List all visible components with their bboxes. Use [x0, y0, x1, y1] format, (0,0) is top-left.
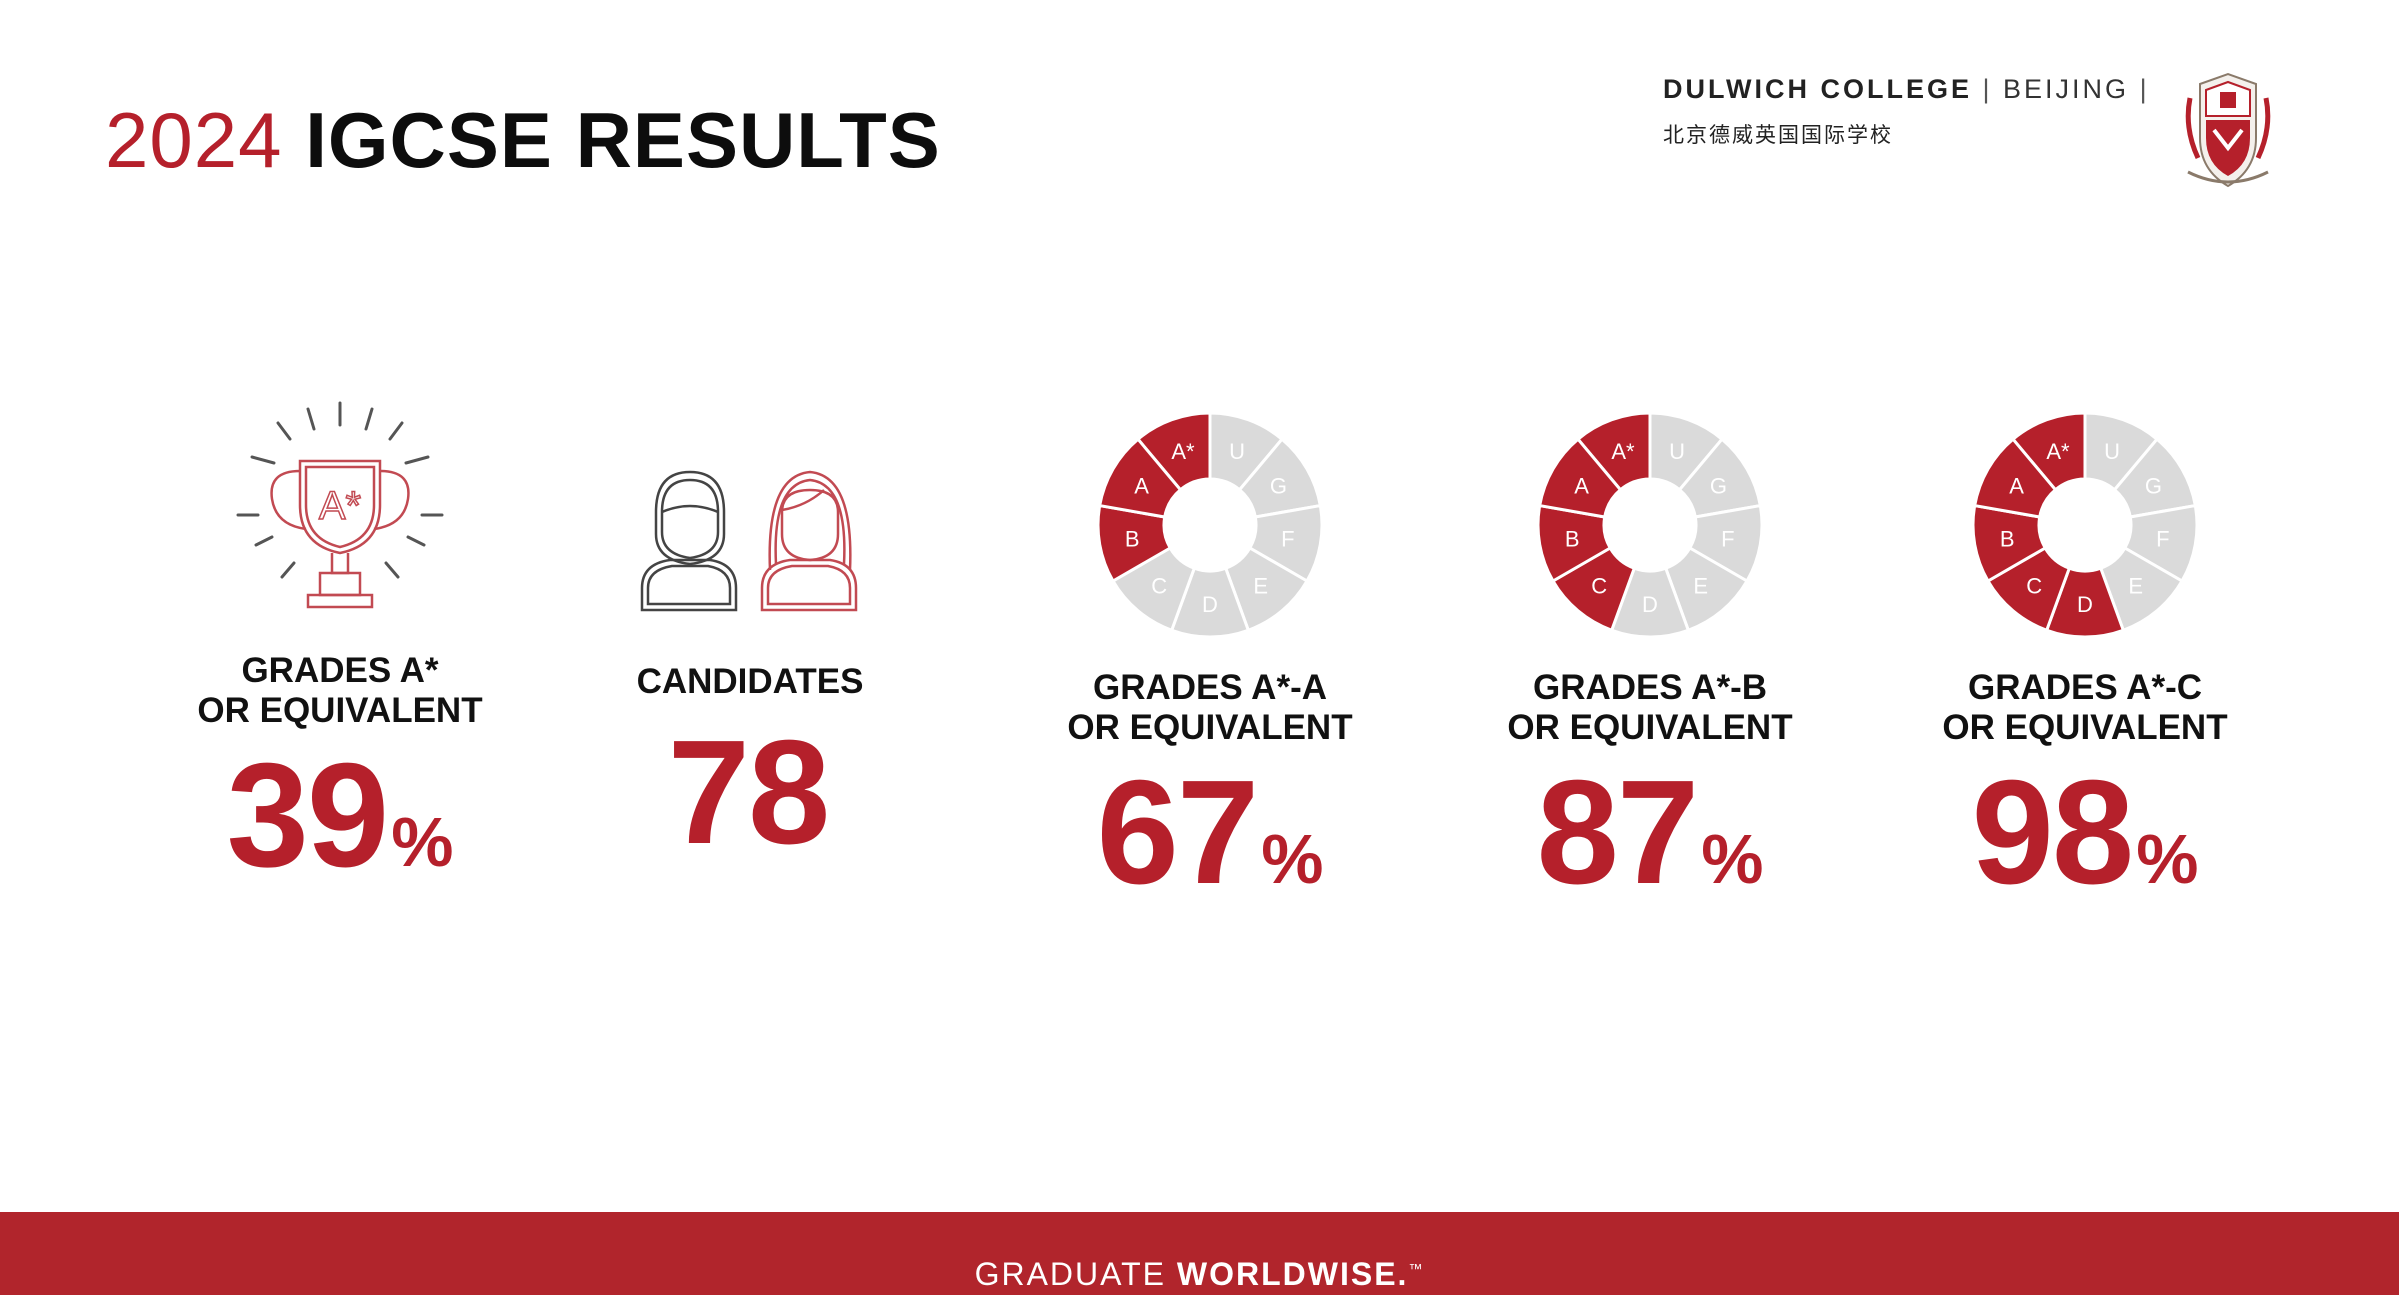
footer-trademark: ™	[1408, 1260, 1425, 1277]
stat-label: GRADES A* OR EQUIVALENT	[180, 651, 500, 731]
stat-value: 78	[600, 718, 900, 894]
stat-label: GRADES A*-C OR EQUIVALENT	[1925, 668, 2245, 748]
grade-wheel-icon: A* UG FE D CB A	[1971, 411, 2199, 639]
wheel-label-d: D	[1202, 592, 1218, 617]
wheel-label-b: B	[1565, 527, 1580, 552]
page-title: 2024 IGCSE RESULTS	[105, 95, 941, 186]
brand-line: DULWICH COLLEGE | BEIJING |	[1663, 74, 2150, 104]
stat-label-line1: CANDIDATES	[636, 662, 864, 701]
footer-text-light: GRADUATE	[974, 1256, 1166, 1292]
stat-unit: %	[2136, 820, 2199, 898]
wheel-label-b: B	[2000, 527, 2015, 552]
wheel-label-f: F	[2156, 527, 2169, 552]
stat-unit: %	[1261, 820, 1324, 898]
brand-name: DULWICH COLLEGE	[1663, 74, 1972, 104]
stat-grades-a-star-b: A* U G F E D C B A GRADES A*-B OR EQUIVALENT 87%	[1490, 410, 1810, 934]
grade-wheel-icon: A* UG FE D CB A	[1536, 411, 1764, 639]
wheel-label-f: F	[1721, 527, 1734, 552]
footer-banner: GRADUATE WORLDWISE.™	[0, 1212, 2399, 1295]
stat-grades-a-star-a: A* U G F E D C B A GRADES A*-A OR EQUIVALENT 67%	[1050, 410, 1370, 934]
wheel-label-u: U	[1669, 439, 1685, 464]
wheel-label-c: C	[1591, 574, 1607, 599]
wheel-label-d: D	[2077, 592, 2093, 617]
stat-label-line1: GRADES A*	[241, 651, 439, 690]
wheel-segment-a	[1097, 437, 1183, 519]
footer-text-bold: WORLDWISE.	[1176, 1256, 1409, 1292]
brand-city: BEIJING	[2003, 74, 2130, 104]
wheel-label-g: G	[1710, 474, 1727, 499]
wheel-label-a: A	[1134, 474, 1149, 499]
stat-label-line1: GRADES A*-A	[1093, 668, 1327, 707]
stat-grades-a-star-c: A* U G F E D C B A GRADES A*-C OR EQUIVALENT 98%	[1925, 410, 2245, 934]
wheel-label-e: E	[2128, 574, 2143, 599]
stat-number: 78	[667, 710, 831, 875]
stat-value: 39%	[180, 741, 500, 917]
wheel-segment-a	[1972, 437, 2058, 519]
wheel-label-a-star: A*	[2046, 439, 2070, 464]
wheel-label-f: F	[1281, 527, 1294, 552]
stat-number: 98	[1971, 750, 2135, 915]
stat-label-line1: GRADES A*-B	[1533, 668, 1767, 707]
stat-label-line2: OR EQUIVALENT	[1507, 708, 1793, 747]
stat-unit: %	[391, 803, 454, 881]
stat-label-line2: OR EQUIVALENT	[1942, 708, 2228, 747]
dulwich-crest-icon	[2185, 72, 2271, 188]
wheel-label-e: E	[1253, 574, 1268, 599]
stat-number: 87	[1536, 750, 1700, 915]
wheel-label-a: A	[2009, 474, 2024, 499]
title-year: 2024	[105, 96, 283, 184]
wheel-label-b: B	[1125, 527, 1140, 552]
grade-wheel-icon: A* UG FE D CB A	[1096, 411, 1324, 639]
stat-grades-a-star: A* GRADES A* OR EQUIVALENT 39%	[180, 395, 500, 917]
stat-number: 67	[1096, 750, 1260, 915]
brand-chinese-name: 北京德威英国国际学校	[1663, 123, 1893, 147]
stat-value: 87%	[1490, 758, 1810, 934]
wheel-label-a: A	[1574, 474, 1589, 499]
stat-value: 67%	[1050, 758, 1370, 934]
wheel-label-c: C	[1151, 574, 1167, 599]
stat-label-line2: OR EQUIVALENT	[1067, 708, 1353, 747]
wheel-label-u: U	[1229, 439, 1245, 464]
stat-label: CANDIDATES	[600, 662, 900, 702]
stat-label-line2: OR EQUIVALENT	[197, 691, 483, 730]
stat-label-line1: GRADES A*-C	[1968, 668, 2202, 707]
stat-value: 98%	[1925, 758, 2245, 934]
wheel-label-a-star: A*	[1171, 439, 1195, 464]
title-main: IGCSE RESULTS	[305, 96, 941, 184]
wheel-label-d: D	[1642, 592, 1658, 617]
wheel-label-u: U	[2104, 439, 2120, 464]
candidates-icon	[640, 470, 858, 612]
wheel-label-g: G	[2145, 474, 2162, 499]
wheel-label-c: C	[2026, 574, 2042, 599]
footer-tagline: GRADUATE WORLDWISE.™	[975, 1234, 1425, 1293]
wheel-label-g: G	[1270, 474, 1287, 499]
stat-label: GRADES A*-A OR EQUIVALENT	[1050, 668, 1370, 748]
wheel-segment-a	[1537, 437, 1623, 519]
brand-block: DULWICH COLLEGE | BEIJING | 北京德威英国国际学校	[1663, 74, 2150, 149]
stat-number: 39	[226, 733, 390, 898]
stat-candidates: CANDIDATES 78	[600, 460, 900, 894]
wheel-label-e: E	[1693, 574, 1708, 599]
trophy-icon: A*	[236, 401, 444, 609]
stat-label: GRADES A*-B OR EQUIVALENT	[1490, 668, 1810, 748]
stat-unit: %	[1701, 820, 1764, 898]
wheel-label-a-star: A*	[1611, 439, 1635, 464]
trophy-letter: A*	[319, 484, 361, 528]
